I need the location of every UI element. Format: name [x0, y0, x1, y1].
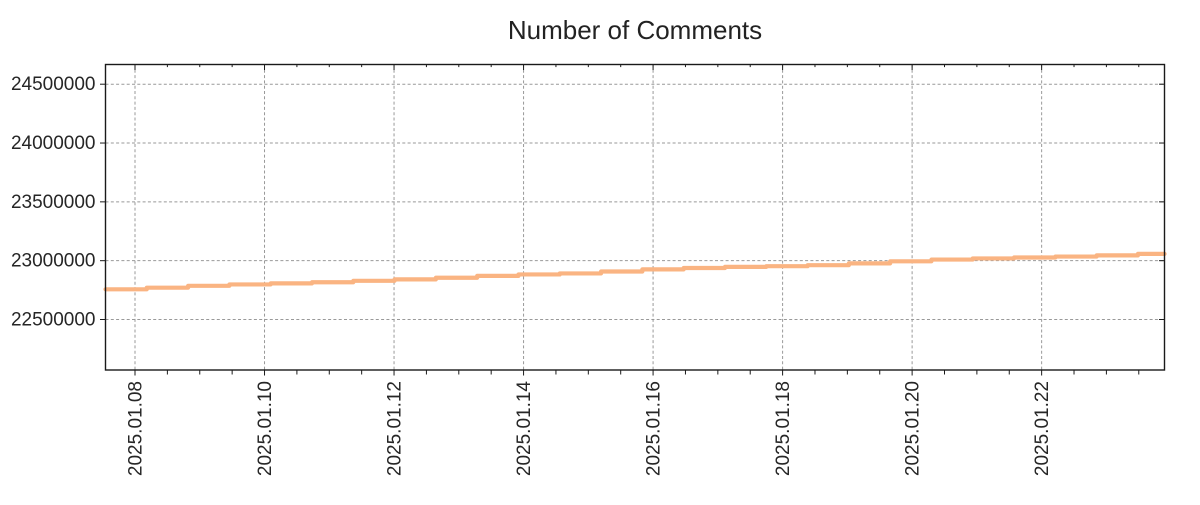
svg-text:2025.01.08: 2025.01.08 — [126, 381, 147, 476]
svg-text:2025.01.12: 2025.01.12 — [385, 381, 406, 476]
svg-text:22500000: 22500000 — [11, 310, 96, 331]
svg-text:2025.01.20: 2025.01.20 — [903, 381, 924, 476]
svg-text:23000000: 23000000 — [11, 251, 96, 272]
svg-text:24500000: 24500000 — [11, 74, 96, 95]
svg-text:23500000: 23500000 — [11, 192, 96, 213]
svg-text:24000000: 24000000 — [11, 133, 96, 154]
svg-text:2025.01.22: 2025.01.22 — [1032, 381, 1053, 476]
svg-text:2025.01.14: 2025.01.14 — [514, 381, 535, 477]
svg-text:2025.01.10: 2025.01.10 — [255, 381, 276, 476]
svg-text:2025.01.16: 2025.01.16 — [644, 381, 665, 476]
svg-text:2025.01.18: 2025.01.18 — [773, 381, 794, 476]
